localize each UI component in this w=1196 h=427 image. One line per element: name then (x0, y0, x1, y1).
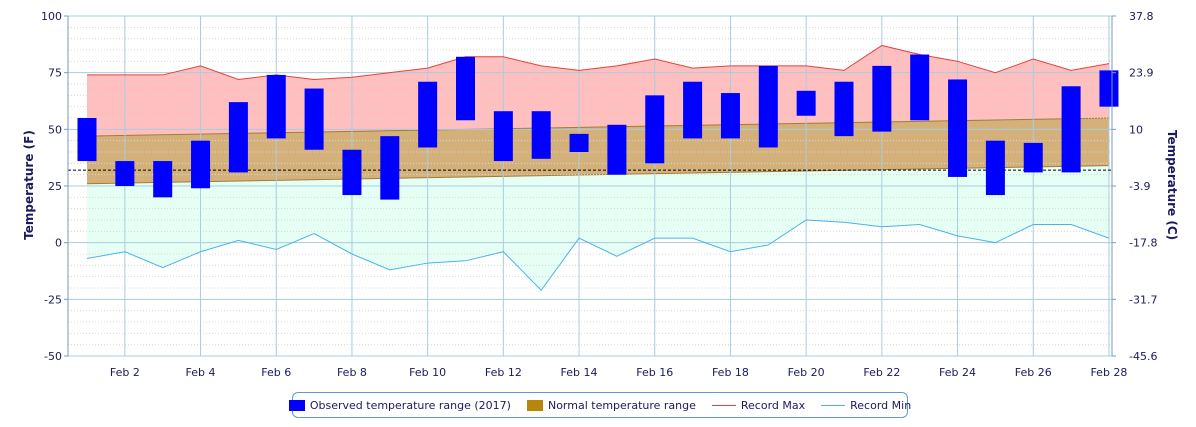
observed-range-bar (456, 56, 475, 121)
observed-range-bar (796, 90, 816, 116)
y-tick-label-right: 23.9 (1129, 67, 1154, 80)
x-tick-label: Feb 12 (485, 366, 522, 379)
chart-legend: Observed temperature range (2017) Normal… (288, 392, 911, 418)
legend-label-observed: Observed temperature range (2017) (309, 398, 511, 412)
y-tick-label-left: 25 (48, 180, 62, 193)
observed-range-bar (115, 161, 135, 186)
observed-range-bar (418, 81, 438, 148)
y-tick-label-left: 50 (48, 123, 62, 136)
axis-layer: -50 -25 0 25 50 75 100 -45.6 -31.7 -17.8 -3.9 10 23.… (41, 10, 1157, 379)
y-tick-label-right: -45.6 (1129, 350, 1157, 363)
legend-label-normal: Normal temperature range (547, 398, 696, 412)
y-tick-label-right: -3.9 (1129, 180, 1150, 193)
y-tick-label-left: 0 (55, 237, 62, 250)
y-tick-label-right: -31.7 (1129, 293, 1157, 306)
legend-swatch-normal (526, 399, 543, 411)
observed-range-bar (720, 93, 740, 139)
observed-range-bar (910, 54, 930, 121)
legend-label-record-max: Record Max (740, 398, 806, 412)
x-tick-label: Feb 20 (788, 366, 825, 379)
x-tick-label: Feb 6 (261, 366, 291, 379)
y-tick-label-left: 75 (48, 67, 62, 80)
y-axis-left-title: Temperature (F) (22, 130, 36, 240)
observed-range-bar (872, 65, 892, 132)
x-tick-label: Feb 28 (1090, 366, 1127, 379)
x-tick-label: Feb 14 (561, 366, 598, 379)
y-tick-label-left: 100 (41, 10, 62, 23)
observed-range-bar (1099, 70, 1119, 107)
x-tick-label: Feb 4 (186, 366, 216, 379)
observed-range-bar (1061, 86, 1081, 173)
x-tick-label: Feb 8 (337, 366, 367, 379)
observed-range-bar (645, 95, 665, 164)
record-max-line (87, 44, 1110, 80)
normal-low-line (86, 165, 1109, 185)
y-tick-label-left: -25 (44, 293, 62, 306)
legend-label-record-min: Record Min (850, 398, 912, 412)
y-tick-label-right: -17.8 (1129, 237, 1157, 250)
legend-item-record-max[interactable]: Record Max (711, 398, 806, 412)
observed-range-bar (153, 161, 173, 198)
x-tick-label: Feb 24 (939, 366, 976, 379)
grid-layer (68, 15, 1112, 357)
observed-range-bar (228, 102, 248, 173)
legend-item-record-min[interactable]: Record Min (821, 399, 911, 412)
y-tick-label-right: 10 (1129, 123, 1143, 136)
observed-range-bar (948, 79, 968, 177)
x-tick-label: Feb 22 (863, 366, 900, 379)
observed-range-bar (380, 136, 400, 200)
normal-high-line (86, 117, 1109, 137)
line-layer (68, 44, 1112, 292)
legend-swatch-observed (288, 399, 305, 411)
observed-range-bar (985, 140, 1005, 196)
temperature-chart: -50 -25 0 25 50 75 100 -45.6 -31.7 -17.8 -3.9 10 23.… (22, 10, 1179, 379)
observed-range-bar (266, 74, 286, 139)
legend-swatch-record-min (821, 404, 846, 406)
observed-range-bar (304, 88, 324, 150)
bar-layer (77, 54, 1119, 200)
x-tick-label: Feb 18 (712, 366, 749, 379)
y-axis-right-title: Temperature (C) (1165, 130, 1179, 240)
x-tick-label: Feb 2 (110, 366, 140, 379)
observed-range-bar (531, 111, 551, 159)
observed-range-bar (569, 133, 589, 152)
y-tick-label-left: -50 (44, 350, 62, 363)
observed-range-bar (607, 124, 627, 175)
x-tick-label: Feb 16 (636, 366, 673, 379)
legend-item-observed[interactable]: Observed temperature range (2017) (288, 398, 511, 412)
observed-range-bar (493, 111, 513, 162)
record-min-area (87, 165, 1109, 291)
x-tick-label: Feb 26 (1015, 366, 1052, 379)
observed-range-bar (77, 118, 97, 162)
observed-range-bar (683, 81, 703, 139)
legend-item-normal[interactable]: Normal temperature range (526, 398, 696, 412)
observed-range-bar (1023, 142, 1043, 173)
observed-range-bar (758, 65, 778, 148)
observed-range-bar (342, 149, 362, 196)
observed-range-bar (834, 81, 854, 137)
x-tick-label: Feb 10 (409, 366, 446, 379)
observed-range-bar (191, 140, 211, 189)
legend-swatch-record-max (711, 404, 736, 406)
y-tick-label-right: 37.8 (1129, 10, 1154, 23)
record-min-line (86, 219, 1110, 292)
